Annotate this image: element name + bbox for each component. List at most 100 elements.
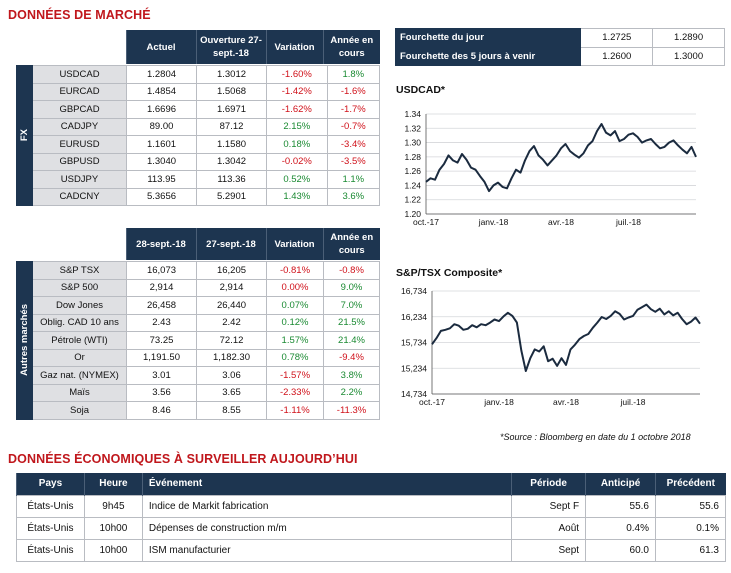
y-tick-label: 1.24 bbox=[404, 180, 421, 190]
y-tick-label: 14,734 bbox=[401, 389, 427, 399]
actuel-value: 2,914 bbox=[126, 278, 197, 297]
variation-value: -0.81% bbox=[266, 261, 324, 280]
fx-table: FX USDCAD 1.2804 1.3012 -1.60% 1.8% EURCAD 1.48… bbox=[16, 65, 381, 206]
table-row: Autres marchés S&P TSX 16,073 16,205 -0.81% -… bbox=[16, 261, 380, 420]
range-low: 1.2600 bbox=[580, 46, 654, 66]
x-tick-label: janv.-18 bbox=[483, 397, 514, 407]
side-label-cell: FX bbox=[16, 65, 33, 206]
variation-value: 0.52% bbox=[266, 170, 328, 189]
table-row: S&P 500 2,914 2,914 0.00% 9.0% bbox=[17, 278, 380, 297]
table-row: FX USDCAD 1.2804 1.3012 -1.60% 1.8% bbox=[16, 65, 381, 206]
table-row: GBPUSD 1.3040 1.3042 -0.02% -3.5% bbox=[17, 152, 381, 171]
variation-value: 1.57% bbox=[266, 331, 324, 350]
fx-header-annee: Année en cours bbox=[322, 30, 380, 64]
row-label: GBPUSD bbox=[32, 152, 127, 171]
ouverture-value: 1,182.30 bbox=[196, 348, 267, 367]
x-tick-label: avr.-18 bbox=[553, 397, 579, 407]
variation-value: 0.07% bbox=[266, 296, 324, 315]
variation-value: 0.12% bbox=[266, 313, 324, 332]
y-tick-label: 1.32 bbox=[404, 123, 421, 133]
table-row: Soja 8.46 8.55 -1.11% -11.3% bbox=[17, 401, 380, 420]
eco-evenement: Dépenses de construction m/m bbox=[141, 516, 513, 540]
table-row: Dow Jones 26,458 26,440 0.07% 7.0% bbox=[17, 296, 380, 315]
eco-header-anticipe: Anticipé bbox=[585, 473, 656, 495]
annee-value: -1.7% bbox=[326, 100, 381, 119]
variation-value: -0.02% bbox=[266, 152, 328, 171]
economic-section-title: DONNÉES ÉCONOMIQUES À SURVEILLER AUJOURD… bbox=[8, 452, 358, 466]
row-label: Dow Jones bbox=[32, 296, 127, 315]
actuel-value: 26,458 bbox=[126, 296, 197, 315]
other-header-actuel: 28-sept.-18 bbox=[125, 228, 196, 260]
row-label: CADJPY bbox=[32, 117, 127, 136]
eco-header-evenement: Événement bbox=[141, 473, 512, 495]
row-label: Pétrole (WTI) bbox=[32, 331, 127, 350]
actuel-value: 16,073 bbox=[126, 261, 197, 280]
ouverture-value: 1.6971 bbox=[196, 100, 267, 119]
annee-value: -0.7% bbox=[326, 117, 381, 136]
actuel-value: 89.00 bbox=[126, 117, 197, 136]
eco-evenement: Indice de Markit fabrication bbox=[141, 494, 513, 518]
y-tick-label: 15,234 bbox=[401, 363, 427, 373]
annee-value: -3.4% bbox=[326, 135, 381, 154]
x-tick-label: juil.-18 bbox=[615, 217, 641, 227]
range-label: Fourchette du jour bbox=[394, 28, 582, 48]
y-tick-label: 15,734 bbox=[401, 338, 427, 348]
row-label: Soja bbox=[32, 401, 127, 420]
ouverture-value: 1.3012 bbox=[196, 65, 267, 84]
fx-header-ouverture-text: Ouverture 27-sept.-18 bbox=[200, 35, 262, 59]
variation-value: 2.15% bbox=[266, 117, 328, 136]
other-markets-table: Autres marchés S&P TSX 16,073 16,205 -0.81% -… bbox=[16, 261, 380, 420]
range-low: 1.2725 bbox=[580, 28, 654, 48]
variation-value: -1.62% bbox=[266, 100, 328, 119]
x-tick-label: oct.-17 bbox=[419, 397, 445, 407]
row-label: S&P 500 bbox=[32, 278, 127, 297]
actuel-value: 2.43 bbox=[126, 313, 197, 332]
fx-header-actuel: Actuel bbox=[125, 30, 196, 64]
y-tick-label: 1.30 bbox=[404, 138, 421, 148]
ouverture-value: 72.12 bbox=[196, 331, 267, 350]
annee-value: 1.8% bbox=[326, 65, 381, 84]
variation-value: -1.42% bbox=[266, 82, 328, 101]
ouverture-value: 87.12 bbox=[196, 117, 267, 136]
table-row: USDJPY 113.95 113.36 0.52% 1.1% bbox=[17, 170, 381, 189]
variation-value: 0.00% bbox=[266, 278, 324, 297]
annee-value: 3.8% bbox=[323, 366, 380, 385]
actuel-value: 1.3040 bbox=[126, 152, 197, 171]
annee-value: 21.5% bbox=[323, 313, 380, 332]
actuel-value: 5.3656 bbox=[126, 187, 197, 206]
eco-heure: 10h00 bbox=[83, 538, 143, 562]
economic-table: Pays Heure Événement Période Anticipé Pr… bbox=[16, 473, 726, 562]
variation-value: 0.18% bbox=[266, 135, 328, 154]
annee-value: 9.0% bbox=[323, 278, 380, 297]
row-label: Oblig. CAD 10 ans bbox=[32, 313, 127, 332]
row-label: Gaz nat. (NYMEX) bbox=[32, 366, 127, 385]
fx-header-variation: Variation bbox=[265, 30, 323, 64]
ouverture-value: 1.3042 bbox=[196, 152, 267, 171]
y-tick-label: 1.22 bbox=[404, 195, 421, 205]
annee-value: 2.2% bbox=[323, 383, 380, 402]
actuel-value: 1.6696 bbox=[126, 100, 197, 119]
ouverture-value: 5.2901 bbox=[196, 187, 267, 206]
ouverture-value: 2,914 bbox=[196, 278, 267, 297]
ouverture-value: 2.42 bbox=[196, 313, 267, 332]
actuel-value: 1.4854 bbox=[126, 82, 197, 101]
row-label: EURCAD bbox=[32, 82, 127, 101]
eco-heure: 10h00 bbox=[83, 516, 143, 540]
y-tick-label: 1.26 bbox=[404, 166, 421, 176]
eco-precedent: 0.1% bbox=[655, 516, 726, 540]
table-row: CADJPY 89.00 87.12 2.15% -0.7% bbox=[17, 117, 381, 136]
y-tick-label: 1.20 bbox=[404, 209, 421, 219]
other-header-annee: Année en cours bbox=[322, 228, 380, 260]
eco-anticipe: 55.6 bbox=[585, 494, 656, 518]
x-tick-label: oct.-17 bbox=[413, 217, 439, 227]
table-row: États-Unis 9h45 Indice de Markit fabricati… bbox=[16, 494, 726, 518]
table-row: EURCAD 1.4854 1.5068 -1.42% -1.6% bbox=[17, 82, 381, 101]
table-row: CADCNY 5.3656 5.2901 1.43% 3.6% bbox=[17, 187, 381, 206]
table-row: Pétrole (WTI) 73.25 72.12 1.57% 21.4% bbox=[17, 331, 380, 350]
y-tick-label: 16,234 bbox=[401, 312, 427, 322]
economic-header-row: Pays Heure Événement Période Anticipé Pr… bbox=[16, 473, 726, 495]
annee-value: 1.1% bbox=[326, 170, 381, 189]
y-tick-label: 1.34 bbox=[404, 109, 421, 119]
fx-header: Actuel Ouverture 27-sept.-18 Variation A… bbox=[16, 30, 380, 64]
